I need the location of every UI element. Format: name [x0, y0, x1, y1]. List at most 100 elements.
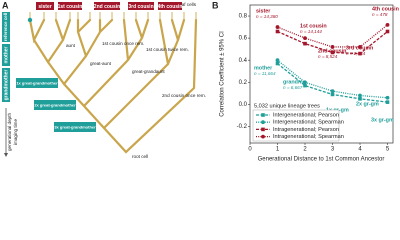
cousin-box: [94, 2, 120, 10]
reference-node: [27, 17, 33, 23]
relative-label: 2nd cousin once rem.: [162, 93, 206, 98]
legend-label: Intragenerational; Pearson: [273, 127, 339, 133]
y-tick-label: 0.2: [239, 80, 248, 86]
marker: [330, 50, 335, 55]
cousin-label: 1st cousin: [58, 4, 83, 10]
marker: [303, 80, 307, 85]
annotation-note: n = 6,667: [283, 85, 303, 90]
figure: A leaf cells root cell reference cell mo…: [2, 0, 399, 163]
y-tick-label: 0.8: [239, 14, 248, 20]
ancestor-box: [34, 100, 76, 110]
annotation-note: n = 2,484: [346, 51, 366, 56]
marker: [358, 97, 362, 101]
legend-marker: [261, 134, 265, 139]
marker: [385, 100, 390, 104]
ancestor-label: mother: [3, 46, 9, 63]
marker: [303, 41, 307, 46]
annotation: 2x gr-gm: [356, 101, 379, 107]
marker: [303, 83, 307, 88]
ancestor-box: [16, 78, 58, 88]
marker: [385, 29, 390, 34]
relative-label: 1st cousin once rem.: [102, 41, 144, 46]
annotation: 4th cousin: [372, 6, 399, 12]
ancestor-box: [2, 68, 10, 102]
cousin-label: 2nd cousin: [94, 4, 120, 10]
leaf-label: leaf cells: [178, 2, 197, 7]
reference-label: reference cell: [3, 13, 8, 41]
leaf-branches: [29, 12, 197, 20]
marker: [303, 36, 307, 41]
lineage-branches: [28, 18, 198, 154]
annotation: mother: [254, 65, 273, 71]
x-tick-label: 1: [276, 147, 280, 153]
x-axis-title: Generational Distance to 1st Common Ance…: [258, 157, 385, 163]
legend-marker: [261, 120, 265, 125]
panel-label: A: [2, 0, 9, 10]
legend-marker: [261, 127, 265, 132]
root-label: root cell: [132, 154, 148, 159]
reference-box: [2, 12, 10, 42]
ancestor-label: 1x great-grandmother: [16, 81, 58, 86]
annotation-note: n = 14,144: [300, 29, 322, 34]
ancestor-label: 2x great-grandmother: [34, 103, 76, 108]
marker: [385, 22, 390, 27]
legend-label: Intragenerational; Spearman: [273, 134, 344, 140]
x-tick-label: 2: [303, 147, 307, 153]
cousin-box: [58, 2, 82, 10]
annotation-note: n = 14,380: [256, 14, 278, 19]
cousin-box: [158, 2, 182, 10]
arrow-head: [4, 153, 8, 157]
x-tick-label: 0: [248, 147, 252, 153]
time-label: imaging time: [13, 119, 18, 145]
marker: [275, 61, 280, 66]
marker: [275, 25, 280, 29]
annotation-note: n = 11,664: [254, 71, 276, 76]
annotation-note: n = 8,524: [318, 54, 338, 59]
ancestor-label: 3x great-grandmother: [54, 125, 96, 130]
relative-label: great-aunt: [90, 61, 112, 66]
plot-frame: [249, 4, 394, 144]
marker: [330, 92, 335, 97]
y-tick-label: -0.2: [237, 124, 248, 130]
marker: [358, 93, 362, 98]
annotation: grandma: [283, 79, 307, 85]
y-tick-label: 0.0: [239, 102, 248, 108]
marker: [275, 58, 280, 63]
cousin-label: 3rd cousin: [128, 4, 153, 10]
lineage-tree: A leaf cells root cell reference cell mo…: [2, 0, 206, 159]
marker: [275, 29, 280, 34]
cousin-box: [36, 2, 54, 10]
panel-label: B: [212, 0, 219, 10]
y-tick-label: 0.4: [239, 58, 248, 64]
marker: [358, 51, 362, 56]
marker: [330, 45, 335, 49]
trees-note: 5,032 unique lineage trees: [254, 103, 320, 109]
ancestor-box: [2, 44, 10, 66]
annotation-note: n = 478: [372, 12, 388, 17]
annotation: 2nd cousin: [318, 48, 346, 54]
relative-label: great-grandaunt: [132, 69, 165, 74]
relative-label: aunt: [66, 43, 76, 48]
annotation: 1st cousin: [300, 23, 327, 29]
y-axis-title: Correlation Coefficient ± 95% CI: [220, 31, 226, 117]
legend-marker: [261, 113, 265, 117]
x-tick-label: 3: [331, 147, 335, 153]
x-tick-label: 5: [386, 147, 390, 153]
ancestor-box: [54, 122, 96, 132]
marker: [385, 95, 390, 100]
relative-label: 1st cousin twice rem.: [146, 47, 189, 52]
y-tick-label: 0.6: [239, 36, 248, 42]
annotation: sister: [256, 8, 271, 14]
marker: [358, 45, 362, 49]
marker: [330, 89, 335, 94]
cousin-label: 4th cousin: [157, 4, 182, 10]
series-line: [277, 24, 388, 48]
depth-label: generational depth: [7, 113, 12, 152]
annotation: 3x gr-gm: [371, 117, 394, 123]
legend-label: Intergenerational; Pearson: [273, 112, 339, 118]
cousin-label: sister: [38, 4, 51, 10]
x-tick-label: 4: [358, 147, 362, 153]
cousin-box: [128, 2, 154, 10]
ancestor-label: grandmother: [3, 70, 9, 101]
legend-label: Intergenerational; Spearman: [273, 120, 344, 126]
